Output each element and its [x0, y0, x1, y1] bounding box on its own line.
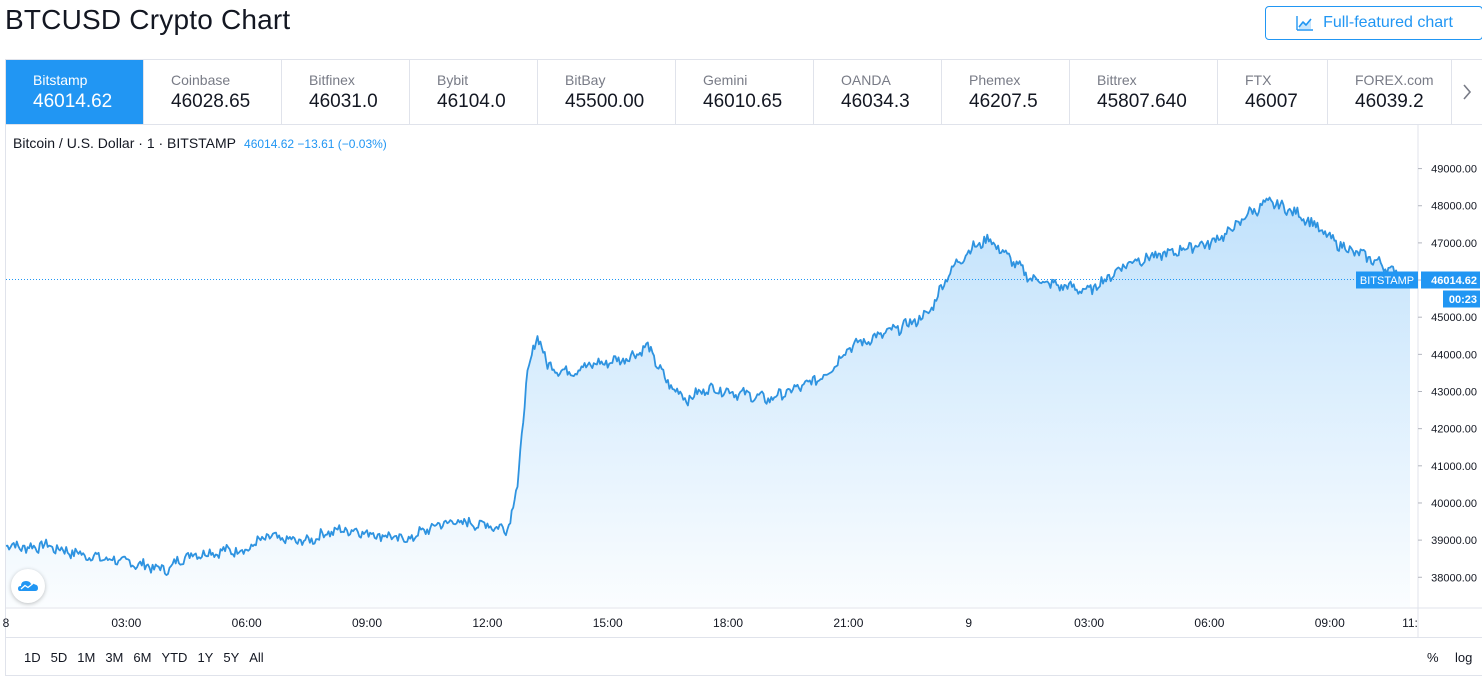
range-button-5y[interactable]: 5Y [223, 650, 240, 665]
y-tick-label: 44000.00 [1431, 349, 1477, 361]
price-series-line [5, 196, 1411, 576]
tab-bybit[interactable]: Bybit 46104.0 [410, 60, 538, 124]
time-range-buttons: 1D 5D 1M 3M 6M YTD 1Y 5Y All [19, 650, 269, 665]
x-tick-label: 03:00 [111, 616, 141, 630]
y-tick-label: 48000.00 [1431, 201, 1477, 213]
x-tick-label: 09:00 [1315, 616, 1345, 630]
x-tick-label: 06:00 [1194, 616, 1224, 630]
exchange-name: Bitfinex [309, 72, 355, 88]
exchange-price: 46104.0 [437, 91, 506, 112]
y-tick-label: 45000.00 [1431, 312, 1477, 324]
tab-bitbay[interactable]: BitBay 45500.00 [538, 60, 676, 124]
price-area-fill [6, 197, 1410, 607]
exchange-name: Bitstamp [33, 72, 88, 88]
exchange-price: 46207.5 [969, 91, 1038, 112]
exchange-price: 46034.3 [841, 91, 910, 112]
tab-forex-com[interactable]: FOREX.com 46039.2 [1328, 60, 1452, 124]
tab-bitfinex[interactable]: Bitfinex 46031.0 [282, 60, 410, 124]
countdown-label: 00:23 [1449, 294, 1477, 306]
exchange-name: FOREX.com [1355, 72, 1434, 88]
tab-phemex[interactable]: Phemex 46207.5 [942, 60, 1070, 124]
x-tick-label: 15:00 [593, 616, 623, 630]
range-button-ytd[interactable]: YTD [161, 650, 188, 665]
exchange-tag-bg [1356, 271, 1418, 289]
y-tick-label: 41000.00 [1431, 461, 1477, 473]
exchange-price: 46010.65 [703, 91, 783, 112]
exchange-price: 46014.62 [33, 91, 113, 112]
exchange-name: Coinbase [171, 72, 231, 88]
page-title: BTCUSD Crypto Chart [5, 4, 291, 35]
exchange-name: Phemex [969, 72, 1021, 88]
exchange-name: FTX [1245, 72, 1272, 88]
exchange-name: OANDA [841, 72, 891, 88]
range-button-1m[interactable]: 1M [77, 650, 96, 665]
y-tick-label: 42000.00 [1431, 424, 1477, 436]
exchange-price: 45807.640 [1097, 91, 1187, 112]
y-tick-label: 40000.00 [1431, 498, 1477, 510]
tradingview-cloud-icon [18, 581, 38, 591]
symbol-description: Bitcoin / U.S. Dollar · 1 · BITSTAMP [13, 135, 237, 151]
x-tick-label: 21:00 [833, 616, 863, 630]
range-button-1d[interactable]: 1D [24, 650, 41, 665]
chart-legend: Bitcoin / U.S. Dollar · 1 · BITSTAMP 460… [13, 135, 387, 151]
x-tick-label: 09:00 [352, 616, 382, 630]
x-tick-label: 11: [1402, 616, 1418, 630]
tab-bittrex[interactable]: Bittrex 45807.640 [1070, 60, 1218, 124]
range-button-3m[interactable]: 3M [105, 650, 124, 665]
exchange-name: Gemini [703, 72, 748, 88]
chevron-right-icon [1463, 84, 1472, 100]
tab-ftx[interactable]: FTX 46007 [1218, 60, 1328, 124]
exchange-price: 46031.0 [309, 91, 378, 112]
exchange-price: 45500.00 [565, 91, 645, 112]
exchange-price: 46028.65 [171, 91, 251, 112]
price-tag-bg [1421, 271, 1480, 289]
tab-bitstamp[interactable]: Bitstamp 46014.62 [6, 60, 144, 124]
full-featured-chart-button[interactable]: Full-featured chart [1265, 6, 1482, 40]
y-tick-label: 39000.00 [1431, 535, 1477, 547]
y-tick-label: 38000.00 [1431, 572, 1477, 584]
range-button-5d[interactable]: 5D [50, 650, 68, 665]
range-button-1y[interactable]: 1Y [197, 650, 214, 665]
range-button-6m[interactable]: 6M [133, 650, 152, 665]
tabs-next-button[interactable] [1452, 60, 1482, 124]
range-button-all[interactable]: All [249, 650, 264, 665]
tab-coinbase[interactable]: Coinbase 46028.65 [144, 60, 282, 124]
exchange-name: Bittrex [1097, 72, 1137, 88]
exchange-name: Bybit [437, 72, 469, 88]
tab-oanda[interactable]: OANDA 46034.3 [814, 60, 942, 124]
x-tick-label: 8 [3, 616, 10, 630]
exchange-name: BitBay [565, 72, 606, 88]
exchange-price: 46039.2 [1355, 91, 1424, 112]
exchange-tag-label: BITSTAMP [1360, 275, 1414, 287]
log-scale-button[interactable]: log [1455, 650, 1473, 665]
exchange-price: 46007 [1245, 91, 1298, 112]
exchange-tabs: Bitstamp 46014.62 Coinbase 46028.65 Bitf… [5, 59, 1482, 125]
countdown-bg [1443, 290, 1480, 308]
chart-frame [5, 125, 1482, 676]
x-tick-label: 06:00 [232, 616, 262, 630]
price-tag-label: 46014.62 [1431, 275, 1477, 287]
percent-scale-button[interactable]: % [1427, 650, 1439, 665]
x-tick-label: 18:00 [713, 616, 743, 630]
x-tick-label: 12:00 [472, 616, 502, 630]
full-featured-chart-label: Full-featured chart [1323, 14, 1453, 31]
tab-gemini[interactable]: Gemini 46010.65 [676, 60, 814, 124]
y-tick-label: 49000.00 [1431, 164, 1477, 176]
chart-line-icon [1296, 16, 1314, 31]
last-price-tag: BITSTAMP 46014.62 00:23 [1356, 271, 1480, 308]
y-tick-label: 43000.00 [1431, 387, 1477, 399]
legend-values: 46014.62 −13.61 (−0.03%) [244, 137, 387, 151]
bottom-toolbar: 1D 5D 1M 3M 6M YTD 1Y 5Y All % log [6, 637, 1482, 675]
y-tick-label: 47000.00 [1431, 238, 1477, 250]
x-tick-label: 03:00 [1074, 616, 1104, 630]
tradingview-logo-button[interactable] [11, 569, 45, 603]
x-tick-label: 9 [965, 616, 972, 630]
